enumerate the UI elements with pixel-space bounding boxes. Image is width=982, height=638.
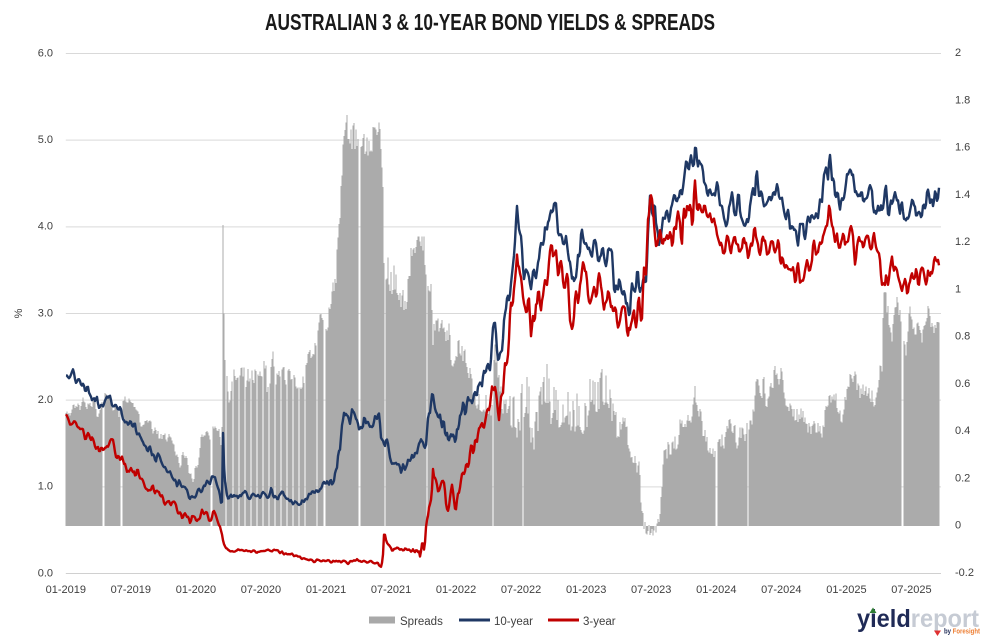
svg-text:07-2020: 07-2020: [241, 584, 281, 596]
svg-text:%: %: [13, 308, 25, 318]
svg-text:0.2: 0.2: [955, 473, 970, 485]
svg-text:0.6: 0.6: [955, 378, 970, 390]
svg-text:07-2023: 07-2023: [631, 584, 671, 596]
svg-text:0: 0: [955, 520, 961, 532]
svg-text:07-2021: 07-2021: [371, 584, 411, 596]
svg-text:AUSTRALIAN 3 & 10-YEAR BOND YI: AUSTRALIAN 3 & 10-YEAR BOND YIELDS & SPR…: [265, 9, 715, 35]
svg-text:07-2022: 07-2022: [501, 584, 541, 596]
svg-text:yieldreport: yieldreport: [857, 605, 980, 633]
svg-text:0.4: 0.4: [955, 425, 970, 437]
svg-text:-0.2: -0.2: [955, 567, 974, 579]
svg-text:5.0: 5.0: [38, 134, 53, 146]
svg-text:6.0: 6.0: [38, 47, 53, 59]
svg-text:07-2025: 07-2025: [891, 584, 931, 596]
svg-text:10-year: 10-year: [494, 616, 533, 628]
svg-text:01-2025: 01-2025: [826, 584, 866, 596]
svg-text:2: 2: [955, 47, 961, 59]
svg-text:07-2024: 07-2024: [761, 584, 801, 596]
svg-text:2.0: 2.0: [38, 394, 53, 406]
svg-text:01-2020: 01-2020: [176, 584, 216, 596]
svg-text:01-2022: 01-2022: [436, 584, 476, 596]
svg-text:1.6: 1.6: [955, 142, 970, 154]
svg-text:01-2021: 01-2021: [306, 584, 346, 596]
svg-text:1.2: 1.2: [955, 236, 970, 248]
svg-text:07-2019: 07-2019: [111, 584, 151, 596]
svg-text:Spreads: Spreads: [400, 616, 443, 628]
svg-text:1.8: 1.8: [955, 94, 970, 106]
svg-text:3-year: 3-year: [583, 616, 616, 628]
svg-text:1.4: 1.4: [955, 189, 970, 201]
svg-text:01-2024: 01-2024: [696, 584, 736, 596]
svg-text:1: 1: [955, 283, 961, 295]
svg-text:3.0: 3.0: [38, 307, 53, 319]
svg-text:0.8: 0.8: [955, 331, 970, 343]
svg-text:01-2019: 01-2019: [46, 584, 86, 596]
svg-text:01-2023: 01-2023: [566, 584, 606, 596]
svg-text:4.0: 4.0: [38, 221, 53, 233]
svg-text:by Foresight: by Foresight: [944, 629, 981, 636]
svg-text:0.0: 0.0: [38, 567, 53, 579]
svg-text:1.0: 1.0: [38, 481, 53, 493]
